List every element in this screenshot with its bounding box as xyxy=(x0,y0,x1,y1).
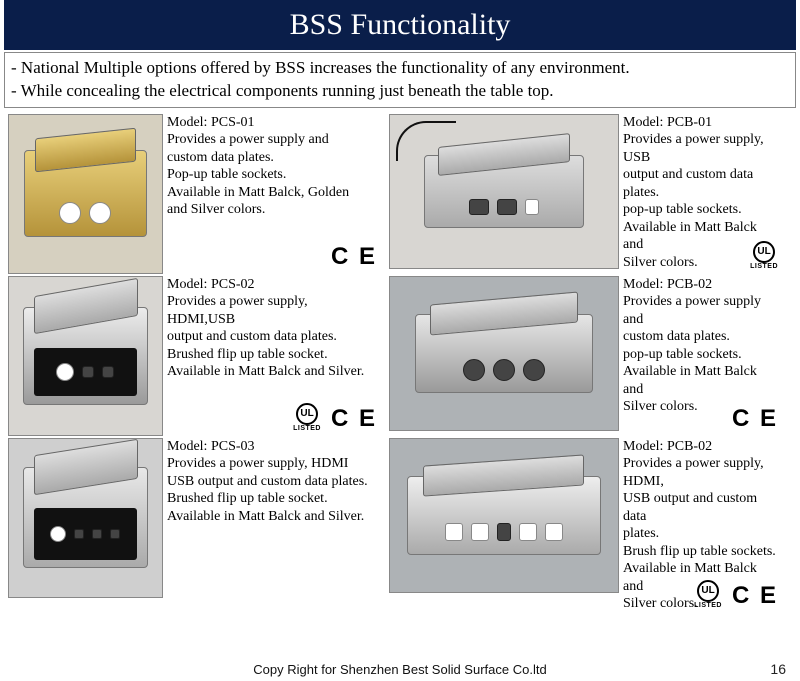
desc-line: Brush flip up table sockets. xyxy=(623,543,780,561)
intro-line: - National Multiple options offered by B… xyxy=(11,57,789,80)
product-image xyxy=(8,438,163,598)
desc-line: output and custom data plates. xyxy=(167,328,379,346)
desc-line: pop-up table sockets. xyxy=(623,346,780,364)
cert-badges: UL LISTED xyxy=(619,241,778,272)
cert-badges: UL LISTED C E xyxy=(163,403,377,434)
desc-line: Provides a power supply and xyxy=(623,293,780,328)
ce-mark-icon: C E xyxy=(732,581,778,611)
desc-line: Available in Matt Balck and xyxy=(623,363,780,398)
desc-line: Brushed flip up table socket. xyxy=(167,490,379,508)
product-image xyxy=(389,276,619,431)
model-label: Model: PCS-03 xyxy=(167,438,379,456)
ul-listed-icon: UL LISTED xyxy=(694,580,722,611)
desc-line: Available in Matt Balck, Golden xyxy=(167,184,379,202)
copyright-text: Copy Right for Shenzhen Best Solid Surfa… xyxy=(253,662,546,677)
cert-badges: C E xyxy=(619,404,778,434)
model-label: Model: PCS-01 xyxy=(167,114,379,132)
desc-line: plates. xyxy=(623,525,780,543)
product-description: Model: PCB-02 Provides a power supply an… xyxy=(619,276,784,436)
ul-listed-icon: UL LISTED xyxy=(750,241,778,272)
ce-mark-icon: C E xyxy=(331,404,377,434)
desc-line: output and custom data plates. xyxy=(623,166,780,201)
product-cell-pcb01: Model: PCB-01 Provides a power supply, U… xyxy=(389,114,784,274)
desc-line: Provides a power supply, HDMI, xyxy=(623,455,780,490)
product-cell-pcb02: Model: PCB-02 Provides a power supply an… xyxy=(389,276,784,436)
model-label: Model: PCB-02 xyxy=(623,276,780,294)
page-footer: Copy Right for Shenzhen Best Solid Surfa… xyxy=(0,662,800,677)
desc-line: Provides a power supply, HDMI xyxy=(167,455,379,473)
model-label: Model: PCB-01 xyxy=(623,114,780,132)
product-description: Model: PCS-01 Provides a power supply an… xyxy=(163,114,383,274)
page-number: 16 xyxy=(770,661,786,677)
desc-line: Available in Matt Balck and Silver. xyxy=(167,508,379,526)
desc-line: Pop-up table sockets. xyxy=(167,166,379,184)
ce-mark-icon: C E xyxy=(732,404,778,434)
product-row: Model: PCS-03 Provides a power supply, H… xyxy=(8,438,792,613)
model-label: Model: PCS-02 xyxy=(167,276,379,294)
desc-line: USB output and custom data xyxy=(623,490,780,525)
desc-line: Available in Matt Balck and Silver. xyxy=(167,363,379,381)
title-text: BSS Functionality xyxy=(290,8,511,41)
product-image xyxy=(389,114,619,269)
intro-line: - While concealing the electrical compon… xyxy=(11,80,789,103)
product-row: Model: PCS-01 Provides a power supply an… xyxy=(8,114,792,274)
intro-box: - National Multiple options offered by B… xyxy=(4,52,796,108)
product-image xyxy=(8,114,163,274)
product-description: Model: PCS-03 Provides a power supply, H… xyxy=(163,438,383,613)
cert-badges: C E xyxy=(163,242,377,272)
product-cell-pcs02: Model: PCS-02 Provides a power supply, H… xyxy=(8,276,383,436)
model-label: Model: PCB-02 xyxy=(623,438,780,456)
cert-badges: UL LISTED C E xyxy=(619,580,778,611)
product-row: Model: PCS-02 Provides a power supply, H… xyxy=(8,276,792,436)
product-image xyxy=(8,276,163,436)
product-image xyxy=(389,438,619,593)
product-cell-pcs01: Model: PCS-01 Provides a power supply an… xyxy=(8,114,383,274)
product-cell-pcs03: Model: PCS-03 Provides a power supply, H… xyxy=(8,438,383,613)
desc-line: Provides a power supply, USB xyxy=(623,131,780,166)
desc-line: custom data plates. xyxy=(167,149,379,167)
product-description: Model: PCB-02 Provides a power supply, H… xyxy=(619,438,784,613)
desc-line: Provides a power supply and xyxy=(167,131,379,149)
product-grid: Model: PCS-01 Provides a power supply an… xyxy=(0,114,800,613)
page-title: BSS Functionality xyxy=(4,0,796,50)
ul-listed-icon: UL LISTED xyxy=(293,403,321,434)
desc-line: pop-up table sockets. xyxy=(623,201,780,219)
desc-line: Brushed flip up table socket. xyxy=(167,346,379,364)
product-description: Model: PCB-01 Provides a power supply, U… xyxy=(619,114,784,274)
desc-line: USB output and custom data plates. xyxy=(167,473,379,491)
ce-mark-icon: C E xyxy=(331,242,377,272)
desc-line: Provides a power supply, HDMI,USB xyxy=(167,293,379,328)
product-cell-pcb02b: Model: PCB-02 Provides a power supply, H… xyxy=(389,438,784,613)
desc-line: custom data plates. xyxy=(623,328,780,346)
product-description: Model: PCS-02 Provides a power supply, H… xyxy=(163,276,383,436)
desc-line: and Silver colors. xyxy=(167,201,379,219)
